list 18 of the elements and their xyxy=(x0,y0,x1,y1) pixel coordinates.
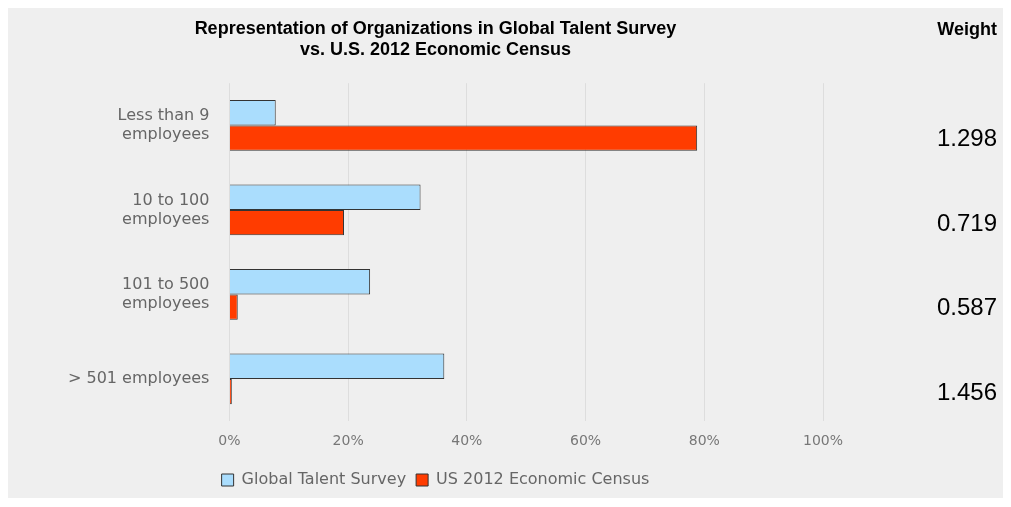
x-tick-label: 60% xyxy=(570,432,602,449)
text: 0.719 xyxy=(936,208,997,236)
text: 1.456 xyxy=(936,377,997,405)
y-tick-label: Less than 9 employees xyxy=(117,105,210,144)
x-tick-label: 80% xyxy=(688,432,720,449)
x-tick-label: 20% xyxy=(332,432,364,449)
text: Weight xyxy=(937,18,997,39)
legend-label: Global Talent Survey xyxy=(241,469,407,489)
chart-title: Representation of Organizations in Global Talent Survey vs. U.S. 2012 Economic Census xyxy=(194,17,677,60)
y-tick-label: 101 to 500 employees xyxy=(122,274,210,313)
x-tick-label: 40% xyxy=(451,432,483,449)
text: 1.298 xyxy=(936,124,997,152)
x-tick-label: 100% xyxy=(802,432,844,449)
text: 0.587 xyxy=(936,293,997,321)
y-tick-label: 10 to 100 employees xyxy=(122,189,210,228)
legend-label: US 2012 Economic Census xyxy=(436,469,650,489)
y-tick-label: > 501 employees xyxy=(67,368,210,388)
x-tick-label: 0% xyxy=(218,432,241,449)
